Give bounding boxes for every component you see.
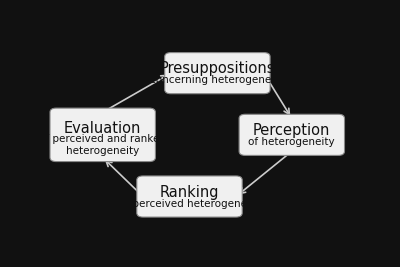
- FancyBboxPatch shape: [239, 114, 344, 155]
- FancyBboxPatch shape: [137, 176, 242, 217]
- Text: of heterogeneity: of heterogeneity: [248, 137, 335, 147]
- FancyBboxPatch shape: [165, 53, 270, 94]
- Text: of perceived and ranked
heterogeneity: of perceived and ranked heterogeneity: [39, 134, 166, 156]
- Text: Perception: Perception: [253, 123, 330, 138]
- FancyBboxPatch shape: [50, 108, 155, 162]
- Text: Ranking: Ranking: [160, 185, 219, 200]
- Text: Presuppositions: Presuppositions: [160, 61, 275, 76]
- Text: Evaluation: Evaluation: [64, 121, 141, 136]
- Text: concerning heterogeneity: concerning heterogeneity: [150, 75, 285, 85]
- Text: of perceived heterogeneity: of perceived heterogeneity: [119, 199, 260, 209]
